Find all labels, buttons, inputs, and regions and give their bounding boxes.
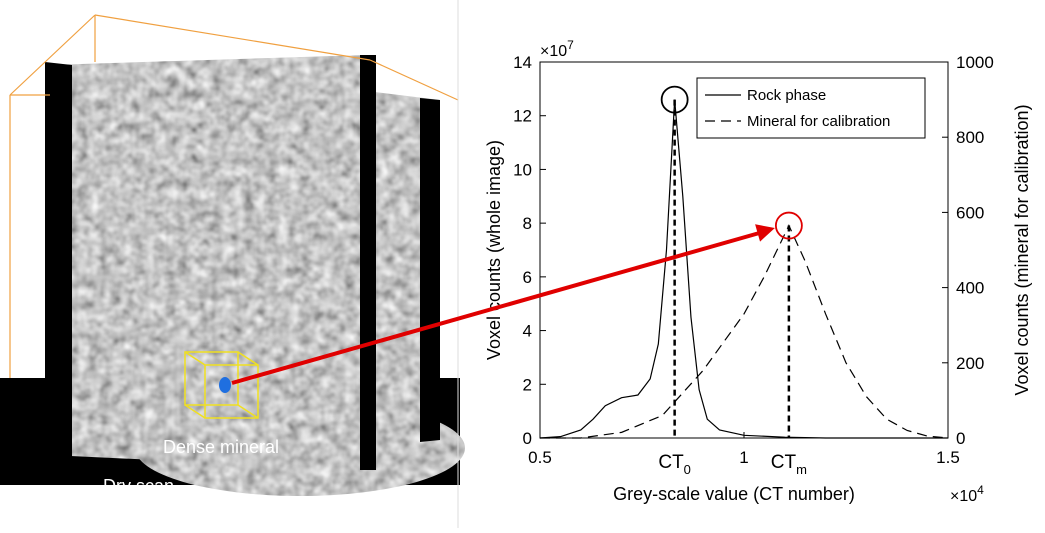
multiplier-base: ×10 bbox=[540, 43, 567, 60]
multiplier-exponent: 4 bbox=[977, 483, 984, 497]
wall-edge bbox=[360, 55, 376, 470]
peak-label-sub: m bbox=[796, 462, 807, 477]
image-label: Dry scan bbox=[103, 476, 174, 496]
y2-tick-label: 1000 bbox=[956, 53, 994, 72]
x-tick-label: 1.5 bbox=[936, 448, 960, 467]
y-tick-label: 8 bbox=[523, 214, 532, 233]
x-tick-label: 0.5 bbox=[528, 448, 552, 467]
y-tick-label: 0 bbox=[523, 429, 532, 448]
legend-label: Mineral for calibration bbox=[747, 113, 890, 130]
series-line bbox=[540, 226, 948, 438]
figure: Dense mineral Dry scan 0.511.50246810121… bbox=[0, 0, 1045, 528]
y-tick-label: 2 bbox=[523, 375, 532, 394]
axis-multiplier: ×107 bbox=[540, 38, 574, 60]
y-tick-label: 10 bbox=[513, 160, 532, 179]
x-tick-label: 1 bbox=[739, 448, 748, 467]
image-label: Dense mineral bbox=[163, 437, 279, 457]
multiplier-base: ×10 bbox=[950, 488, 977, 505]
peak-label: CT0 bbox=[658, 452, 691, 477]
ct-image: Dense mineral Dry scan bbox=[0, 15, 465, 496]
peak-label-text: CT bbox=[658, 452, 684, 473]
side-edge bbox=[420, 98, 440, 442]
y2-axis-label: Voxel counts (mineral for calibration) bbox=[1012, 104, 1032, 395]
multiplier-exponent: 7 bbox=[567, 38, 574, 52]
x-axis-label: Grey-scale value (CT number) bbox=[613, 484, 855, 504]
y2-tick-label: 0 bbox=[956, 429, 965, 448]
main-wall bbox=[50, 55, 365, 470]
mineral-grain bbox=[219, 377, 231, 393]
y2-tick-label: 200 bbox=[956, 354, 984, 373]
y-tick-label: 12 bbox=[513, 107, 532, 126]
peak-label: CTm bbox=[771, 452, 807, 477]
y-axis-label: Voxel counts (whole image) bbox=[484, 140, 504, 360]
y-tick-label: 14 bbox=[513, 53, 532, 72]
axis-multiplier: ×104 bbox=[950, 483, 984, 505]
y2-tick-label: 800 bbox=[956, 128, 984, 147]
peak-label-text: CT bbox=[771, 452, 797, 473]
y2-tick-label: 400 bbox=[956, 279, 984, 298]
peak-label-sub: 0 bbox=[684, 462, 691, 477]
legend-label: Rock phase bbox=[747, 87, 826, 104]
arrow-head bbox=[755, 224, 775, 241]
y2-tick-label: 600 bbox=[956, 203, 984, 222]
y-tick-label: 6 bbox=[523, 268, 532, 287]
y-tick-label: 4 bbox=[523, 322, 532, 341]
wall-edge bbox=[45, 62, 72, 458]
series-line bbox=[540, 100, 948, 438]
